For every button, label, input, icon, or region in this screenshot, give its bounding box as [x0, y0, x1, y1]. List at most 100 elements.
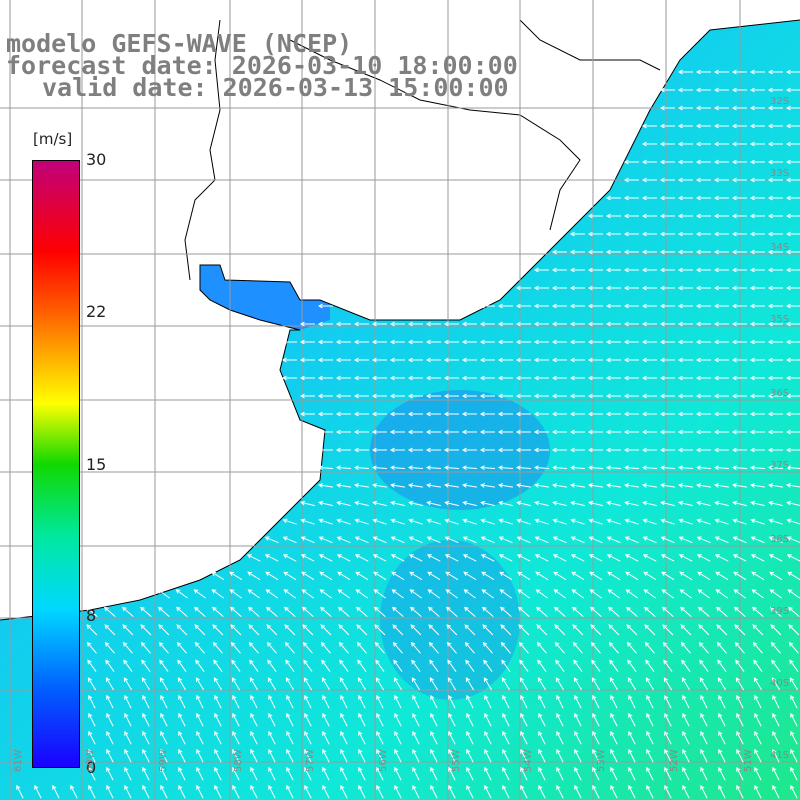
wind-arrow: [678, 554, 693, 562]
wind-arrow: [268, 730, 276, 745]
wind-arrow: [695, 213, 711, 219]
wind-arrow: [516, 518, 531, 525]
wind-arrow: [409, 606, 422, 617]
wind-arrow: [713, 285, 729, 291]
wind-arrow: [785, 411, 800, 417]
wind-arrow: [517, 606, 530, 617]
wind-arrow: [461, 447, 477, 453]
wind-arrow: [250, 784, 258, 799]
wind-arrow: [318, 554, 333, 562]
wind-arrow: [641, 465, 658, 471]
wind-arrow: [713, 267, 729, 273]
wind-arrow: [588, 554, 603, 562]
lat-label: 38S: [770, 534, 790, 545]
wind-arrow: [322, 712, 330, 727]
wind-arrow: [142, 766, 150, 781]
wind-arrow: [160, 712, 168, 727]
wind-arrow: [556, 748, 564, 763]
wind-arrow: [285, 677, 295, 691]
wind-arrow: [664, 748, 672, 763]
wind-arrow: [661, 589, 674, 599]
wind-arrow: [589, 606, 602, 617]
wind-arrow: [733, 571, 747, 581]
wind-arrow: [715, 589, 728, 599]
wind-arrow: [641, 339, 657, 345]
wind-arrow: [754, 766, 762, 781]
wind-arrow: [569, 393, 585, 399]
wind-arrow: [642, 554, 657, 562]
wind-arrow: [717, 677, 727, 691]
wind-arrow: [356, 624, 368, 636]
wind-arrow: [571, 571, 585, 581]
wind-arrow: [785, 357, 800, 363]
wind-arrow: [605, 195, 621, 201]
wind-arrow: [480, 500, 495, 507]
wind-arrow: [462, 518, 477, 525]
wind-arrow: [574, 784, 582, 799]
wind-arrow: [749, 393, 765, 399]
wind-arrow: [283, 589, 296, 599]
wind-arrow: [284, 641, 295, 654]
wind-arrow: [394, 748, 402, 763]
wind-arrow: [718, 748, 726, 763]
wind-arrow: [538, 694, 546, 709]
wind-arrow: [284, 624, 296, 636]
wind-arrow: [713, 411, 729, 417]
wind-arrow: [785, 231, 800, 237]
wind-arrow: [587, 447, 603, 453]
wind-arrow: [700, 784, 708, 799]
wind-arrow: [283, 606, 296, 617]
wind-arrow: [534, 518, 549, 525]
wind-arrow: [767, 321, 783, 327]
wind-arrow: [376, 748, 384, 763]
wind-arrow: [479, 393, 495, 399]
wind-arrow: [713, 375, 729, 381]
wind-arrow: [412, 784, 420, 799]
wind-arrow: [497, 303, 513, 309]
wind-arrow: [663, 677, 673, 691]
wind-arrow: [479, 429, 495, 435]
wind-arrow: [480, 536, 495, 544]
wind-arrow: [749, 411, 765, 417]
wind-arrow: [713, 465, 730, 471]
wind-arrow: [391, 606, 404, 617]
wind-arrow: [790, 712, 798, 727]
wind-arrow: [354, 483, 369, 488]
wind-arrow: [443, 393, 459, 399]
wind-arrow: [628, 766, 636, 781]
wind-arrow: [605, 375, 621, 381]
wind-arrow: [301, 606, 314, 617]
wind-arrow: [605, 249, 621, 255]
wind-arrow: [286, 766, 294, 781]
wind-arrow: [103, 606, 116, 617]
wind-arrow: [16, 784, 24, 799]
wind-arrow: [178, 766, 186, 781]
wind-arrow: [679, 606, 692, 617]
wind-arrow: [426, 536, 441, 544]
wind-arrow: [570, 536, 585, 544]
wind-arrow: [569, 339, 585, 345]
wind-arrow: [574, 712, 582, 727]
wind-arrow: [318, 518, 333, 525]
wind-arrow: [570, 500, 585, 507]
wind-arrow: [785, 447, 800, 453]
wind-arrow: [374, 641, 385, 654]
lat-label: 41S: [770, 750, 790, 761]
wind-arrow: [371, 321, 387, 327]
wind-arrow: [281, 339, 297, 345]
wind-arrow: [677, 87, 693, 93]
wind-arrow: [211, 589, 224, 599]
wind-arrow: [158, 641, 169, 654]
lon-label: 51W: [743, 749, 754, 772]
wind-arrow: [70, 784, 78, 799]
wind-arrow: [749, 177, 765, 183]
wind-arrow: [538, 748, 546, 763]
wind-arrow: [160, 766, 168, 781]
wind-arrow: [336, 536, 351, 544]
wind-arrow: [769, 589, 782, 599]
wind-arrow: [790, 784, 798, 799]
wind-arrow: [714, 500, 729, 507]
lon-label: 58W: [233, 749, 244, 772]
wind-arrow: [587, 267, 603, 273]
wind-arrow: [571, 606, 584, 617]
